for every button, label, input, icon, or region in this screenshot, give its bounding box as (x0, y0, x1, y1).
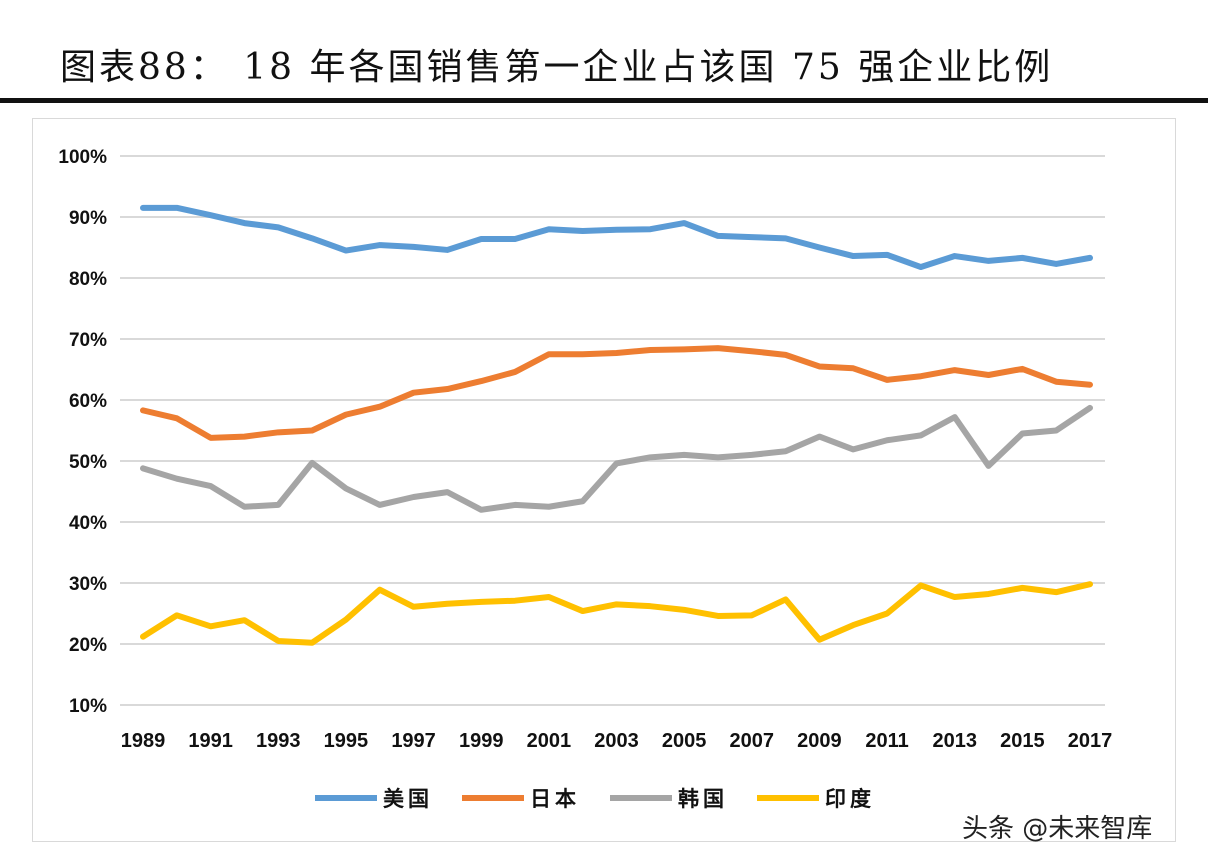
x-tick-label: 2015 (1000, 730, 1045, 752)
y-tick-label: 10% (69, 696, 107, 717)
legend-label: 印度 (825, 787, 875, 811)
y-tick-label: 90% (69, 208, 107, 229)
series-line-日本 (140, 345, 1093, 441)
x-tick-label: 1999 (459, 730, 504, 752)
y-tick-label: 80% (69, 269, 107, 290)
x-tick-label: 2005 (662, 730, 707, 752)
series-line-韩国 (140, 404, 1093, 513)
x-tick-label: 1993 (256, 730, 301, 752)
x-tick-label: 2009 (797, 730, 842, 752)
y-tick-label: 100% (58, 147, 107, 168)
x-tick-label: 2017 (1068, 730, 1113, 752)
x-tick-label: 2013 (932, 730, 977, 752)
series-line-美国 (140, 204, 1093, 271)
y-tick-label: 30% (69, 574, 107, 595)
title-rule (0, 98, 1208, 103)
legend-label: 日本 (530, 787, 580, 811)
x-tick-label: 2007 (730, 730, 775, 752)
y-tick-label: 20% (69, 635, 107, 656)
x-tick-label: 1991 (188, 730, 233, 752)
x-tick-label: 2003 (594, 730, 639, 752)
chart-title: 图表88： 18 年各国销售第一企业占该国 75 强企业比例 (60, 47, 1054, 88)
y-tick-label: 40% (69, 513, 107, 534)
y-tick-label: 60% (69, 391, 107, 412)
x-tick-label: 1997 (391, 730, 436, 752)
x-tick-label: 1989 (121, 730, 166, 752)
watermark: 头条 @未来智库 (962, 814, 1153, 844)
x-tick-label: 1995 (324, 730, 369, 752)
chart-frame (32, 118, 1176, 842)
x-tick-label: 2001 (527, 730, 572, 752)
x-tick-label: 2011 (865, 730, 908, 752)
y-tick-label: 70% (69, 330, 107, 351)
y-tick-label: 50% (69, 452, 107, 473)
series-line-印度 (140, 581, 1093, 646)
legend-label: 韩国 (678, 787, 728, 811)
legend-label: 美国 (383, 787, 433, 811)
